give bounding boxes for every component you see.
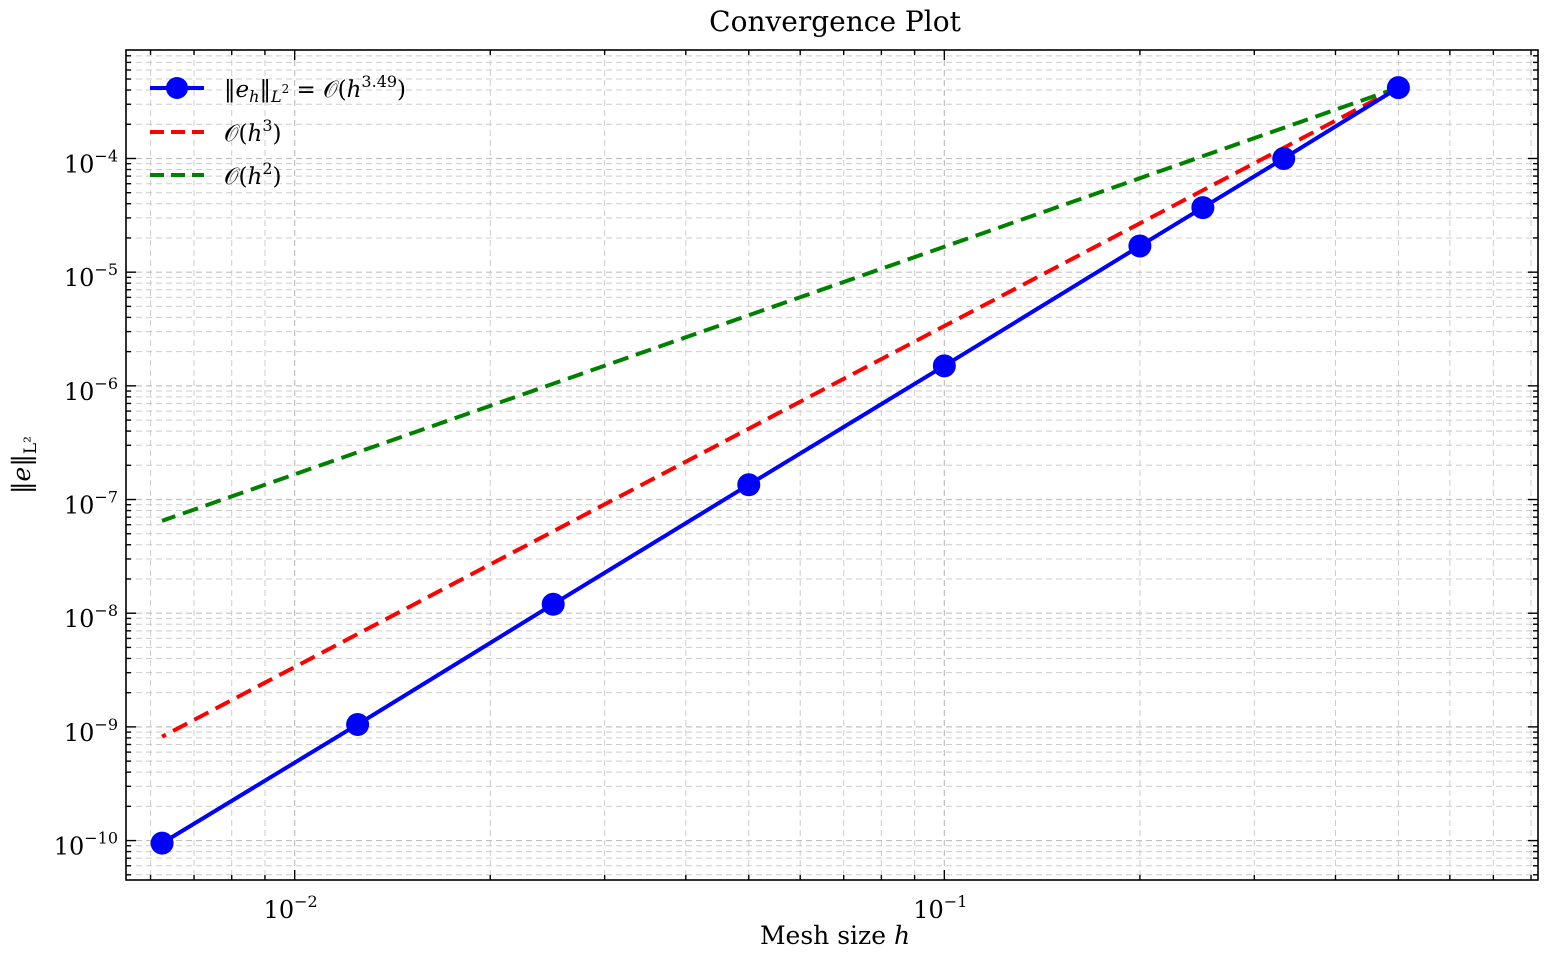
- series-1-point: [541, 592, 565, 616]
- y-tick-label: 10−9: [64, 715, 118, 747]
- series-3-line: [161, 85, 1400, 523]
- x-axis-label: Mesh size h: [760, 921, 910, 950]
- x-tick-label: 10−2: [264, 892, 318, 924]
- series-1-point: [150, 831, 174, 855]
- y-axis-label-norm-close: ‖: [7, 454, 37, 467]
- y-axis-label: ‖e‖L²: [7, 436, 41, 494]
- y-tick-label: 10−5: [64, 260, 118, 292]
- y-axis-label-var: e: [7, 467, 36, 482]
- plot-area: [150, 76, 1410, 855]
- chart-title: Convergence Plot: [709, 5, 961, 38]
- y-tick-label: 10−8: [64, 601, 118, 633]
- legend-label-series-1: ‖eh‖L2 = 𝒪(h3.49): [224, 72, 406, 106]
- series-2-line: [161, 85, 1400, 739]
- legend-marker-series-1: [166, 77, 188, 99]
- y-tick-label: 10−6: [64, 374, 118, 406]
- y-axis-label-subscript: L²: [21, 436, 41, 454]
- x-axis-label-text: Mesh size: [760, 921, 894, 950]
- x-axis-label-var: h: [894, 921, 910, 950]
- y-tick-label: 10−7: [64, 488, 118, 520]
- series-1-point: [346, 712, 370, 736]
- y-tick-label: 10−10: [54, 829, 118, 861]
- axis-ticks: 10−2 10−1 10−10 10−9 10−8 10−7 10−6 10−5 10−4: [54, 50, 1538, 924]
- y-tick-label: 10−4: [64, 146, 118, 178]
- grid: [126, 50, 1538, 880]
- series-1-point: [1272, 146, 1296, 170]
- series-1-point: [737, 473, 761, 497]
- legend-label-series-3: 𝒪(h2): [224, 159, 281, 190]
- series-1-point: [1386, 76, 1410, 100]
- series-1-point: [1191, 196, 1215, 220]
- x-tick-label: 10−1: [913, 892, 967, 924]
- y-axis-label-norm: ‖: [7, 481, 37, 494]
- legend: ‖eh‖L2 = 𝒪(h3.49) 𝒪(h3) 𝒪(h2): [150, 72, 406, 190]
- legend-label-series-2: 𝒪(h3): [224, 116, 281, 147]
- series-1-point: [932, 354, 956, 378]
- series-1-point: [1128, 234, 1152, 258]
